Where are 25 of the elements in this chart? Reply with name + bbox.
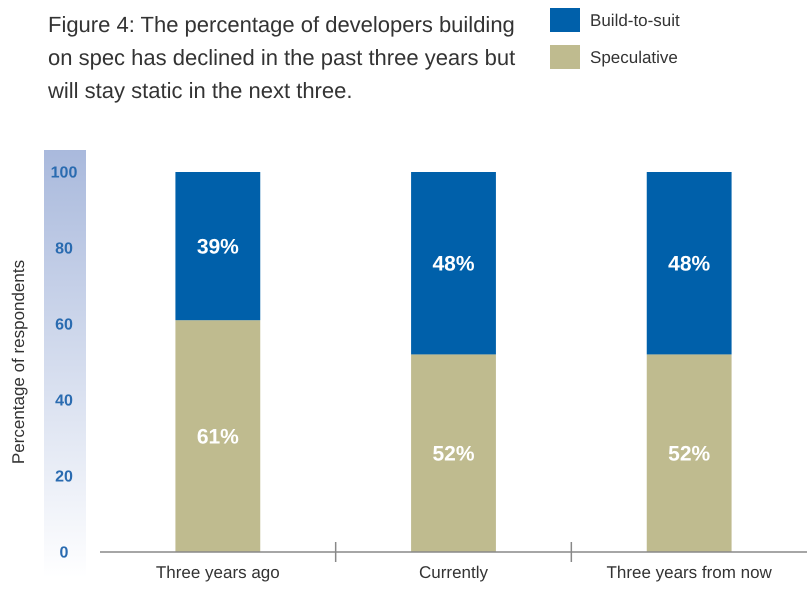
y-tick-label: 20: [55, 468, 73, 486]
data-label: 61%: [196, 425, 240, 448]
y-tick-label: 0: [60, 544, 69, 562]
legend-label: Build-to-suit: [590, 10, 680, 30]
data-label: 48%: [668, 252, 711, 276]
bar: [411, 354, 496, 552]
y-tick-label: 60: [55, 316, 73, 334]
y-tick-label: 80: [55, 240, 73, 258]
x-tick-label: Three years from now: [606, 563, 773, 582]
y-tick-label: 100: [50, 164, 78, 182]
bar: [175, 320, 260, 552]
bar: [411, 172, 496, 354]
data-label: 39%: [196, 235, 240, 258]
y-axis-title: Percentage of respondents: [9, 260, 28, 464]
y-tick-label: 40: [55, 392, 73, 410]
bar: [646, 354, 732, 552]
bar: [646, 172, 732, 354]
data-label: 52%: [668, 442, 711, 466]
chart-title: Figure 4: The percentage of developers building on spec has declined in the past three years but will stay static in the next three.: [47, 12, 516, 103]
data-label: 48%: [432, 252, 475, 276]
bar: [175, 172, 260, 320]
legend-label: Speculative: [590, 48, 678, 67]
x-tick-label: Three years ago: [156, 563, 280, 582]
data-label: 52%: [432, 442, 475, 466]
x-tick-label: Currently: [419, 563, 488, 582]
